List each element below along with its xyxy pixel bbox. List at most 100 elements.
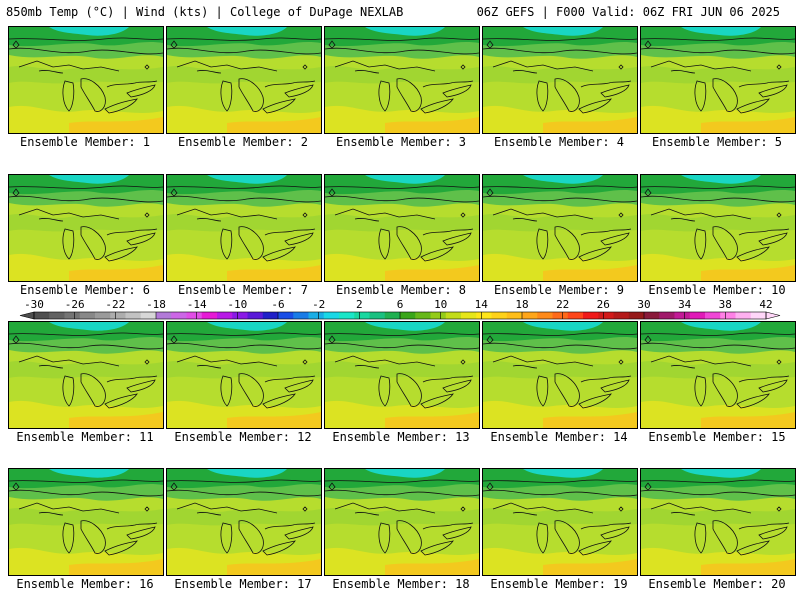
- colorbar-swatch: [583, 312, 599, 319]
- ensemble-member-map: [640, 174, 796, 282]
- ensemble-member-label: Ensemble Member: 4: [493, 135, 625, 149]
- colorbar-swatch: [49, 312, 65, 319]
- colorbar-swatch: [34, 312, 50, 319]
- header-right-title: 06Z GEFS | F000 Valid: 06Z FRI JUN 06 20…: [476, 5, 780, 19]
- colorbar-swatch: [217, 312, 233, 319]
- colorbar-tick-label: 2: [356, 298, 363, 311]
- colorbar-swatch: [125, 312, 142, 319]
- ensemble-member-map: [324, 26, 480, 134]
- colorbar-swatch: [308, 312, 325, 319]
- ensemble-member-label: Ensemble Member: 6: [19, 283, 151, 297]
- colorbar-swatch: [659, 312, 675, 319]
- colorbar-tick-label: 14: [475, 298, 489, 311]
- colorbar-tick-label: -26: [65, 298, 85, 311]
- colorbar-swatch: [79, 312, 96, 319]
- ensemble-member-map: [166, 321, 322, 429]
- colorbar-swatch: [705, 312, 721, 319]
- ensemble-member-map: [482, 174, 638, 282]
- ensemble-member-label: Ensemble Member: 11: [16, 430, 154, 444]
- colorbar-tick-label: 30: [637, 298, 650, 311]
- colorbar-swatch: [64, 312, 81, 319]
- ensemble-member-label: Ensemble Member: 15: [648, 430, 786, 444]
- colorbar-tick-label: 26: [597, 298, 610, 311]
- colorbar-swatch: [506, 312, 523, 319]
- ensemble-member-label: Ensemble Member: 5: [651, 135, 783, 149]
- colorbar-swatch: [339, 312, 355, 319]
- ensemble-member-label: Ensemble Member: 17: [174, 577, 312, 591]
- colorbar-tick-label: 38: [719, 298, 732, 311]
- colorbar-swatch: [186, 312, 203, 319]
- colorbar-swatch: [552, 312, 569, 319]
- ensemble-member-map: [640, 321, 796, 429]
- ensemble-member-map: [324, 468, 480, 576]
- colorbar-swatch: [415, 312, 431, 319]
- colorbar-tick-label: -18: [146, 298, 166, 311]
- colorbar-tick-label: -30: [24, 298, 44, 311]
- colorbar-swatch: [323, 312, 340, 319]
- ensemble-member-label: Ensemble Member: 9: [493, 283, 625, 297]
- colorbar-swatch: [750, 312, 767, 319]
- colorbar-swatch: [735, 312, 752, 319]
- ensemble-member-map: [8, 174, 164, 282]
- colorbar-swatch: [400, 312, 416, 319]
- ensemble-member-label: Ensemble Member: 10: [648, 283, 786, 297]
- ensemble-member-label: Ensemble Member: 3: [335, 135, 467, 149]
- colorbar-swatch: [430, 312, 447, 319]
- ensemble-member-map: [8, 321, 164, 429]
- ensemble-member-label: Ensemble Member: 2: [177, 135, 309, 149]
- colorbar-tick-label: -10: [227, 298, 247, 311]
- colorbar-swatch: [567, 312, 584, 319]
- ensemble-member-map: [640, 468, 796, 576]
- colorbar-tick-label: 6: [397, 298, 404, 311]
- colorbar-min-arrow: [19, 311, 35, 320]
- ensemble-member-label: Ensemble Member: 14: [490, 430, 628, 444]
- colorbar-swatch: [461, 312, 477, 319]
- ensemble-member-map: [482, 26, 638, 134]
- colorbar-swatch: [384, 312, 401, 319]
- colorbar-swatch: [369, 312, 386, 319]
- colorbar-swatch: [278, 312, 294, 319]
- ensemble-member-map: [8, 26, 164, 134]
- ensemble-member-label: Ensemble Member: 8: [335, 283, 467, 297]
- ensemble-member-map: [324, 174, 480, 282]
- ensemble-member-map: [166, 174, 322, 282]
- colorbar-swatch: [476, 312, 492, 319]
- colorbar-tick-label: 42: [759, 298, 772, 311]
- ensemble-member-map: [640, 26, 796, 134]
- ensemble-member-label: Ensemble Member: 16: [16, 577, 154, 591]
- ensemble-member-label: Ensemble Member: 1: [19, 135, 151, 149]
- header-left-title: 850mb Temp (°C) | Wind (kts) | College o…: [6, 5, 404, 19]
- ensemble-member-label: Ensemble Member: 18: [332, 577, 470, 591]
- colorbar-tick-label: 18: [515, 298, 528, 311]
- colorbar-swatch: [110, 312, 126, 319]
- colorbar-tick-label: -14: [187, 298, 207, 311]
- ensemble-member-label: Ensemble Member: 13: [332, 430, 470, 444]
- colorbar-swatch: [156, 312, 172, 319]
- ensemble-member-map: [166, 468, 322, 576]
- ensemble-member-label: Ensemble Member: 20: [648, 577, 786, 591]
- colorbar-tick-label: 34: [678, 298, 692, 311]
- colorbar-swatch: [522, 312, 538, 319]
- colorbar-tick-label: 22: [556, 298, 569, 311]
- colorbar-swatch: [445, 312, 462, 319]
- ensemble-member-map: [324, 321, 480, 429]
- colorbar-swatch: [171, 312, 187, 319]
- ensemble-member-label: Ensemble Member: 7: [177, 283, 309, 297]
- colorbar-swatch: [613, 312, 630, 319]
- colorbar-swatch: [95, 312, 111, 319]
- colorbar-swatch: [674, 312, 691, 319]
- colorbar-swatch: [262, 312, 279, 319]
- colorbar-swatch: [537, 312, 553, 319]
- colorbar-swatch: [293, 312, 309, 319]
- colorbar-swatch: [720, 312, 736, 319]
- ensemble-member-map: [8, 468, 164, 576]
- colorbar-tick-label: -6: [271, 298, 284, 311]
- ensemble-member-label: Ensemble Member: 12: [174, 430, 312, 444]
- colorbar-swatch: [491, 312, 508, 319]
- colorbar-tick-label: -22: [105, 298, 125, 311]
- colorbar-tick-label: 10: [434, 298, 447, 311]
- colorbar-max-arrow: [765, 311, 781, 320]
- colorbar-swatch: [140, 312, 157, 319]
- temperature-colorbar: -30 -26 -22 -18 -14 -10 -6 -2 2 6 10 14 18 22 26 30 34 38…: [19, 298, 781, 320]
- colorbar-swatch: [354, 312, 370, 319]
